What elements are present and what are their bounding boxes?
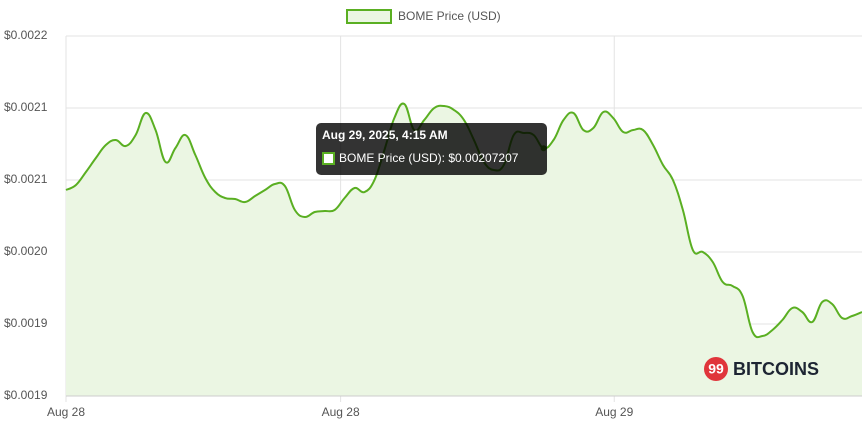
- watermark-badge-text: 99: [708, 361, 724, 377]
- x-tick-label: Aug 29: [595, 405, 633, 419]
- y-tick-label: $0.0019: [4, 316, 48, 330]
- tooltip-swatch: [322, 152, 335, 165]
- tooltip-box: [316, 123, 547, 175]
- y-tick-label: $0.0021: [4, 172, 48, 186]
- y-tick-label: $0.0022: [4, 28, 48, 42]
- watermark-badge: [704, 357, 728, 381]
- area: [66, 103, 862, 396]
- legend-label: BOME Price (USD): [398, 9, 501, 23]
- watermark: 99 BITCOINS: [704, 357, 819, 381]
- x-tick-label: Aug 28: [47, 405, 85, 419]
- line: [65, 102, 862, 339]
- y-tick-label: $0.0019: [4, 388, 48, 402]
- tooltip-text: BOME Price (USD): $0.00207207: [339, 151, 519, 165]
- watermark-text: BITCOINS: [733, 359, 819, 379]
- y-tick-label: $0.0021: [4, 100, 48, 114]
- tooltip-title: Aug 29, 2025, 4:15 AM: [322, 128, 448, 142]
- x-tick-label: Aug 28: [322, 405, 360, 419]
- y-tick-label: $0.0020: [4, 244, 48, 258]
- legend-swatch: [346, 9, 392, 24]
